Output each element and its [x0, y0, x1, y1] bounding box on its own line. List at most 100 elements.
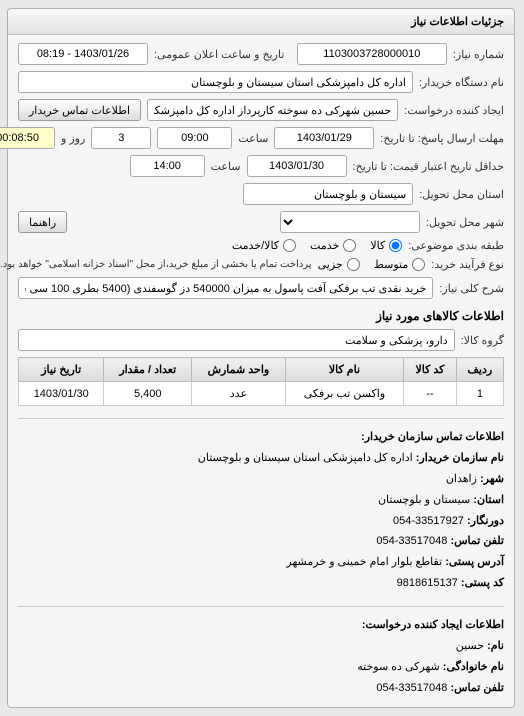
fname-value: حسین — [457, 640, 485, 652]
col-date: تاریخ نیاز — [20, 358, 105, 382]
row-delivery-city: شهر محل تحویل: راهنما — [19, 211, 505, 233]
need-desc-input[interactable] — [19, 277, 434, 299]
city-value: زاهدان — [447, 473, 478, 485]
purchase-note: پرداخت تمام یا بخشی از مبلغ خرید،از محل … — [1, 259, 313, 270]
request-creator-input[interactable] — [148, 99, 399, 121]
category-radio-group: کالا خدمت کالا/خدمت — [233, 239, 403, 252]
postal-addr-line: آدرس پستی: تقاطع بلوار امام خمینی و خرمش… — [19, 552, 505, 573]
postal-code-label: کد پستی: — [462, 577, 505, 589]
deadline-time-input[interactable] — [158, 127, 233, 149]
cat-both-radio[interactable] — [284, 239, 297, 252]
row-request-creator: ایجاد کننده درخواست: اطلاعات تماس خریدار — [19, 99, 505, 121]
goods-group-input[interactable] — [19, 329, 456, 351]
validity-date-input[interactable] — [248, 155, 348, 177]
deadline-date-input[interactable] — [275, 127, 375, 149]
lname-value: شهرکی ده سوخته — [358, 661, 440, 673]
province-value: سیستان و بلوچستان — [379, 494, 471, 506]
row-purchase-type: نوع فرآیند خرید: متوسط جزیی پرداخت تمام … — [19, 258, 505, 271]
req-phone-label: تلفن تماس: — [451, 682, 505, 694]
row-category: طبقه بندی موضوعی: کالا خدمت کالا/خدمت — [19, 239, 505, 252]
guide-button[interactable]: راهنما — [19, 211, 68, 233]
row-delivery-province: استان محل تحویل: — [19, 183, 505, 205]
purchase-type-label: نوع فرآیند خرید: — [432, 258, 505, 271]
panel-body: شماره نیاز: تاریخ و ساعت اعلان عمومی: نا… — [9, 35, 515, 707]
cat-service-item[interactable]: خدمت — [311, 239, 357, 252]
need-desc-label: شرح کلی نیاز: — [440, 282, 505, 295]
pt-medium-item[interactable]: متوسط — [375, 258, 427, 271]
need-number-input[interactable] — [298, 43, 448, 65]
req-phone-value: 33517048-054 — [377, 682, 448, 694]
postal-code-value: 9818615137 — [398, 577, 459, 589]
row-buyer-org: نام دستگاه خریدار: — [19, 71, 505, 93]
fax-value: 33517927-054 — [394, 515, 465, 527]
org-contact-title: اطلاعات تماس سازمان خریدار: — [19, 427, 505, 448]
cat-service-radio[interactable] — [344, 239, 357, 252]
cell-row: 1 — [457, 382, 504, 406]
col-row: ردیف — [457, 358, 504, 382]
phone-value: 33517048-054 — [377, 535, 448, 547]
col-name: نام کالا — [286, 358, 404, 382]
cell-unit: عدد — [193, 382, 287, 406]
pt-medium-label: متوسط — [375, 258, 410, 271]
request-creator-label: ایجاد کننده درخواست: — [405, 104, 505, 117]
buyer-org-label: نام دستگاه خریدار: — [420, 76, 505, 89]
buyer-contact-button[interactable]: اطلاعات تماس خریدار — [19, 99, 142, 121]
table-row: 1 -- واکسن تب برفکی عدد 5,400 1403/01/30 — [20, 382, 505, 406]
cat-goods-item[interactable]: کالا — [371, 239, 403, 252]
req-contact-title: اطلاعات ایجاد کننده درخواست: — [19, 615, 505, 636]
announce-datetime-input[interactable] — [19, 43, 149, 65]
delivery-province-label: استان محل تحویل: — [420, 188, 505, 201]
details-panel: جزئیات اطلاعات نیاز شماره نیاز: تاریخ و … — [8, 8, 516, 708]
cell-qty: 5,400 — [105, 382, 193, 406]
cell-date: 1403/01/30 — [20, 382, 105, 406]
time-label-1: ساعت — [239, 132, 269, 145]
purchase-type-radio-group: متوسط جزیی — [319, 258, 427, 271]
deadline-label: مهلت ارسال پاسخ: تا تاریخ: — [381, 132, 505, 145]
goods-table-head: ردیف کد کالا نام کالا واحد شمارش تعداد /… — [20, 358, 505, 382]
fax-line: دورنگار: 33517927-054 — [19, 511, 505, 532]
req-contact-block: اطلاعات ایجاد کننده درخواست: نام: حسین ن… — [19, 606, 505, 699]
col-unit: واحد شمارش — [193, 358, 287, 382]
postal-addr-label: آدرس پستی: — [446, 556, 505, 568]
announce-datetime-label: تاریخ و ساعت اعلان عمومی: — [155, 48, 285, 61]
fname-label: نام: — [488, 640, 505, 652]
city-label: شهر: — [481, 473, 505, 485]
req-phone-line: تلفن تماس: 33517048-054 — [19, 678, 505, 699]
row-need-desc: شرح کلی نیاز: — [19, 277, 505, 299]
remain-time-input — [0, 127, 56, 149]
goods-group-label: گروه کالا: — [462, 334, 505, 347]
pt-partial-radio[interactable] — [348, 258, 361, 271]
phone-label: تلفن تماس: — [451, 535, 505, 547]
pt-partial-item[interactable]: جزیی — [319, 258, 361, 271]
cat-goods-radio[interactable] — [390, 239, 403, 252]
row-goods-group: گروه کالا: — [19, 329, 505, 351]
phone-line: تلفن تماس: 33517048-054 — [19, 531, 505, 552]
cat-service-label: خدمت — [311, 239, 340, 252]
org-name-value: اداره کل دامپزشکی استان سیستان و بلوچستا… — [199, 452, 414, 464]
time-label-2: ساعت — [212, 160, 242, 173]
cell-code: -- — [405, 382, 458, 406]
need-number-label: شماره نیاز: — [454, 48, 505, 61]
days-input[interactable] — [92, 127, 152, 149]
org-name-line: نام سازمان خریدار: اداره کل دامپزشکی است… — [19, 448, 505, 469]
cat-both-item[interactable]: کالا/خدمت — [233, 239, 297, 252]
fax-label: دورنگار: — [468, 515, 505, 527]
delivery-province-input[interactable] — [244, 183, 414, 205]
validity-time-input[interactable] — [131, 155, 206, 177]
province-label: استان: — [474, 494, 505, 506]
category-label: طبقه بندی موضوعی: — [409, 239, 505, 252]
lname-label: نام خانوادگی: — [444, 661, 505, 673]
cat-both-label: کالا/خدمت — [233, 239, 280, 252]
goods-section-title: اطلاعات کالاهای مورد نیاز — [19, 309, 505, 323]
pt-medium-radio[interactable] — [413, 258, 426, 271]
buyer-org-input[interactable] — [19, 71, 414, 93]
postal-code-line: کد پستی: 9818615137 — [19, 573, 505, 594]
row-validity: حداقل تاریخ اعتبار قیمت: تا تاریخ: ساعت — [19, 155, 505, 177]
goods-table-header-row: ردیف کد کالا نام کالا واحد شمارش تعداد /… — [20, 358, 505, 382]
and-label: روز و — [62, 132, 86, 145]
delivery-city-label: شهر محل تحویل: — [427, 216, 505, 229]
cat-goods-label: کالا — [371, 239, 386, 252]
city-line: شهر: زاهدان — [19, 469, 505, 490]
panel-title: جزئیات اطلاعات نیاز — [9, 9, 515, 35]
delivery-city-select[interactable] — [281, 211, 421, 233]
